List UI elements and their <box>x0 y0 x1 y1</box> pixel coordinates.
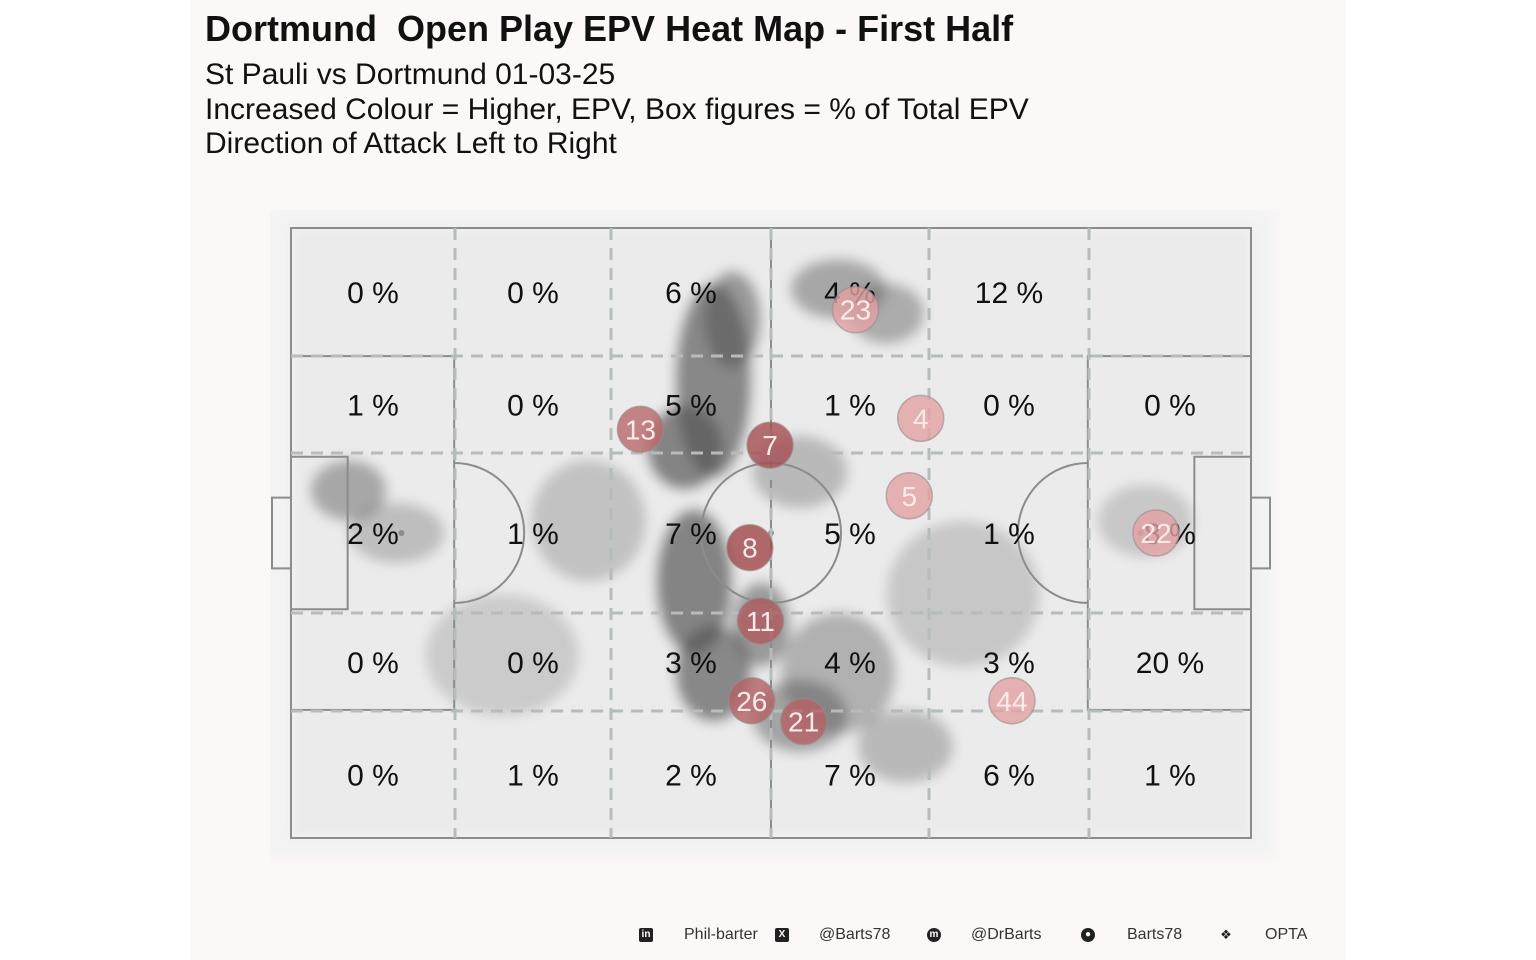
density-blob-2 <box>646 404 723 491</box>
zone-label-r3-c1: 2 % <box>347 518 399 551</box>
zone-label-r1-c3: 6 % <box>665 277 717 310</box>
zone-label-r2-c3: 5 % <box>665 390 717 423</box>
zone-label-r3-c2: 1 % <box>507 518 559 551</box>
mastodon-icon: m <box>927 928 941 942</box>
zone-label-r4-c4: 4 % <box>824 647 876 680</box>
player-number-5: 5 <box>901 481 917 512</box>
zone-label-r2-c5: 0 % <box>983 390 1035 423</box>
player-circle-8 <box>726 523 774 572</box>
zone-label-r1-c1: 0 % <box>347 277 399 310</box>
density-blob-15 <box>531 459 647 582</box>
density-blob-4 <box>655 508 733 655</box>
right-goal <box>1250 496 1271 570</box>
player-marker-4: 4 <box>897 394 945 443</box>
left-goal <box>271 496 292 570</box>
player-circle-13 <box>616 405 665 454</box>
player-circle-44 <box>988 677 1036 725</box>
zone-label-r4-c6: 20 % <box>1136 647 1204 680</box>
footer: in Phil-barter X @Barts78 m @DrBarts ● B… <box>190 922 1346 950</box>
zone-label-r5-c6: 1 % <box>1144 760 1196 793</box>
density-blob-18 <box>425 594 579 716</box>
zone-label-r4-c1: 0 % <box>347 647 399 680</box>
zone-label-r4-c5: 3 % <box>983 647 1035 680</box>
footer-mastodon: @DrBarts <box>971 926 1042 943</box>
zone-label-r5-c3: 2 % <box>665 760 717 793</box>
density-blob-14 <box>348 502 445 564</box>
player-circle-7 <box>746 421 794 469</box>
player-circle-5 <box>885 472 933 520</box>
player-marker-26: 26 <box>728 677 776 725</box>
right-penalty-arc <box>1016 462 1088 604</box>
player-marker-7: 7 <box>746 421 794 469</box>
player-marker-8: 8 <box>726 523 774 572</box>
player-circle-21 <box>779 697 828 746</box>
player-marker-23: 23 <box>831 285 880 334</box>
density-blob-16 <box>886 520 1040 668</box>
zone-label-r3-c3: 7 % <box>665 518 717 551</box>
x-icon: X <box>775 928 789 942</box>
player-marker-11: 11 <box>736 597 785 645</box>
player-circle-11 <box>736 597 785 645</box>
zone-label-r5-c5: 6 % <box>983 760 1035 793</box>
linkedin-icon: in <box>639 928 653 942</box>
subtitle-match: St Pauli vs Dortmund 01-03-25 <box>205 58 616 91</box>
zone-labels: 0 % 0 % 6 % 4 % 12 % 1 % 0 % 5 % 1 % 0 % 0 % 2 % 1 %… <box>347 277 1204 793</box>
footer-x: @Barts78 <box>819 926 891 943</box>
footer-dropbox: OPTA <box>1265 926 1308 943</box>
zone-label-r2-c1: 1 % <box>347 390 399 423</box>
player-marker-5: 5 <box>885 472 933 520</box>
player-number-4: 4 <box>913 403 929 434</box>
player-number-22: 22 <box>1140 518 1171 549</box>
player-marker-21: 21 <box>779 697 828 746</box>
player-markers: 23 13 4 7 5 8 22 11 26 44 21 <box>616 285 1180 746</box>
player-number-7: 7 <box>762 430 778 461</box>
player-number-13: 13 <box>625 414 656 445</box>
left-penalty-arc <box>454 462 526 604</box>
player-number-44: 44 <box>996 686 1027 717</box>
footer-linkedin: Phil-barter <box>684 926 758 943</box>
chart-title: Dortmund Open Play EPV Heat Map - First … <box>205 8 1014 49</box>
player-number-26: 26 <box>736 686 767 717</box>
player-marker-44: 44 <box>988 677 1036 725</box>
zone-label-r1-c5: 12 % <box>975 277 1043 310</box>
github-icon: ● <box>1081 928 1095 942</box>
left-penalty-spot <box>398 530 405 536</box>
player-circle-26 <box>728 677 776 725</box>
player-marker-13: 13 <box>616 405 665 454</box>
player-marker-22: 22 <box>1132 509 1180 557</box>
zone-label-r1-c2: 0 % <box>507 277 559 310</box>
zone-label-r5-c4: 7 % <box>824 760 876 793</box>
zone-label-r4-c2: 0 % <box>507 647 559 680</box>
player-circle-23 <box>831 285 880 334</box>
subtitle-legend-note: Increased Colour = Higher, EPV, Box figu… <box>205 93 1029 126</box>
subtitle-direction: Direction of Attack Left to Right <box>205 127 617 160</box>
player-number-23: 23 <box>840 295 871 326</box>
zone-label-r2-c6: 0 % <box>1144 390 1196 423</box>
player-number-11: 11 <box>746 606 775 637</box>
zone-label-r2-c2: 0 % <box>507 390 559 423</box>
zone-label-r3-c5: 1 % <box>983 518 1035 551</box>
zone-label-r5-c1: 0 % <box>347 760 399 793</box>
player-number-21: 21 <box>788 706 819 737</box>
footer-github: Barts78 <box>1127 926 1183 943</box>
player-circle-22 <box>1132 509 1180 557</box>
zone-label-r3-c4: 5 % <box>824 518 876 551</box>
zone-label-r4-c3: 3 % <box>665 647 717 680</box>
zone-label-r2-c4: 1 % <box>824 390 876 423</box>
density-blob-3 <box>703 270 762 369</box>
player-circle-4 <box>897 394 945 443</box>
zone-label-r5-c2: 1 % <box>507 760 559 793</box>
dropbox-icon: ❖ <box>1220 927 1232 942</box>
player-number-8: 8 <box>742 533 758 564</box>
